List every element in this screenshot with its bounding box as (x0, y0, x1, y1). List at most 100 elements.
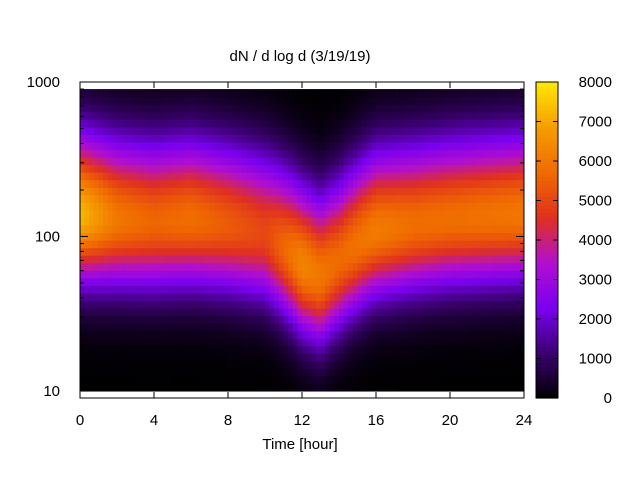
heatmap-cell (163, 111, 169, 120)
heatmap-cell (385, 368, 391, 377)
heatmap-cell (417, 104, 423, 113)
heatmap-cell (320, 307, 326, 317)
heatmap-cell (98, 360, 104, 369)
heatmap-cell (315, 149, 322, 158)
heatmap-cell (255, 353, 261, 362)
heatmap-cell (422, 383, 428, 392)
heatmap-cell (348, 202, 354, 211)
heatmap-cell (413, 323, 419, 332)
colorbar-segment (536, 326, 558, 332)
heatmap-cell (325, 330, 331, 339)
heatmap-cell (93, 300, 100, 309)
heatmap-cell (103, 323, 109, 332)
heatmap-cell (237, 149, 243, 158)
heatmap-cell (117, 300, 123, 309)
heatmap-cell (228, 277, 234, 286)
heatmap-cell (130, 194, 137, 203)
heatmap-cell (260, 134, 266, 143)
heatmap-cell (496, 345, 502, 354)
heatmap-cell (329, 330, 335, 339)
heatmap-cell (394, 277, 400, 286)
heatmap-cell (251, 375, 257, 384)
heatmap-cell (186, 353, 192, 362)
heatmap-cell (103, 202, 109, 211)
heatmap-cell (140, 119, 146, 128)
heatmap-cell (112, 255, 118, 264)
heatmap-cell (417, 164, 423, 173)
heatmap-cell (260, 247, 266, 256)
heatmap-cell (445, 187, 451, 196)
heatmap-cell (339, 338, 345, 347)
heatmap-cell (426, 104, 433, 113)
heatmap-cell (107, 247, 113, 256)
heatmap-cell (214, 300, 220, 309)
y-tick-label: 100 (35, 228, 60, 245)
heatmap-cell (496, 111, 502, 120)
heatmap-cell (352, 217, 359, 226)
heatmap-cell (459, 202, 465, 211)
colorbar-segment (536, 240, 558, 245)
x-tick-label: 4 (150, 412, 158, 429)
heatmap-cell (135, 89, 141, 98)
heatmap-cell (246, 285, 252, 294)
heatmap-cell (325, 119, 331, 128)
heatmap-cell (228, 111, 234, 120)
heatmap-cell (473, 172, 479, 181)
heatmap-cell (468, 164, 474, 173)
heatmap-cell (417, 172, 423, 181)
heatmap-cell (329, 360, 335, 369)
heatmap-cell (265, 375, 271, 384)
heatmap-cell (394, 262, 400, 271)
heatmap-cell (477, 307, 483, 317)
heatmap-cell (204, 375, 211, 384)
heatmap-cell (302, 179, 308, 188)
heatmap-cell (417, 323, 423, 332)
heatmap-cell (149, 375, 155, 384)
heatmap-cell (278, 255, 285, 264)
heatmap-cell (246, 345, 252, 354)
heatmap-cell (209, 338, 215, 347)
heatmap-cell (491, 383, 497, 392)
heatmap-cell (255, 149, 261, 158)
heatmap-cell (334, 104, 340, 113)
heatmap-cell (278, 300, 285, 309)
heatmap-cell (269, 134, 275, 143)
heatmap-cell (218, 156, 224, 166)
heatmap-cell (357, 360, 363, 369)
heatmap-cell (228, 240, 234, 249)
heatmap-cell (126, 111, 132, 120)
heatmap-cell (320, 270, 326, 279)
heatmap-cell (251, 141, 257, 151)
heatmap-cell (112, 307, 118, 317)
heatmap-cell (149, 360, 155, 369)
heatmap-cell (362, 134, 368, 143)
heatmap-cell (389, 330, 396, 339)
heatmap-cell (80, 315, 86, 324)
heatmap-cell (468, 134, 474, 143)
heatmap-cell (306, 232, 312, 241)
heatmap-cell (302, 285, 308, 294)
heatmap-cell (413, 330, 419, 339)
heatmap-cell (112, 156, 118, 166)
colorbar-segment (536, 216, 558, 221)
heatmap-cell (505, 323, 511, 332)
heatmap-cell (459, 240, 465, 249)
heatmap-cell (454, 345, 460, 354)
heatmap-cell (357, 89, 363, 98)
heatmap-cell (158, 187, 164, 196)
heatmap-cell (126, 217, 132, 226)
heatmap-cell (260, 270, 266, 279)
heatmap-cell (325, 202, 331, 211)
heatmap-cell (440, 247, 446, 256)
heatmap-cell (84, 96, 90, 105)
heatmap-cell (214, 330, 220, 339)
heatmap-cell (357, 96, 363, 105)
heatmap-cell (302, 202, 308, 211)
heatmap-cell (112, 338, 118, 347)
heatmap-cell (477, 315, 483, 324)
heatmap-cell (339, 315, 345, 324)
heatmap-cell (311, 360, 317, 369)
heatmap-cell (167, 187, 174, 196)
heatmap-cell (468, 360, 474, 369)
heatmap-cell (399, 285, 405, 294)
